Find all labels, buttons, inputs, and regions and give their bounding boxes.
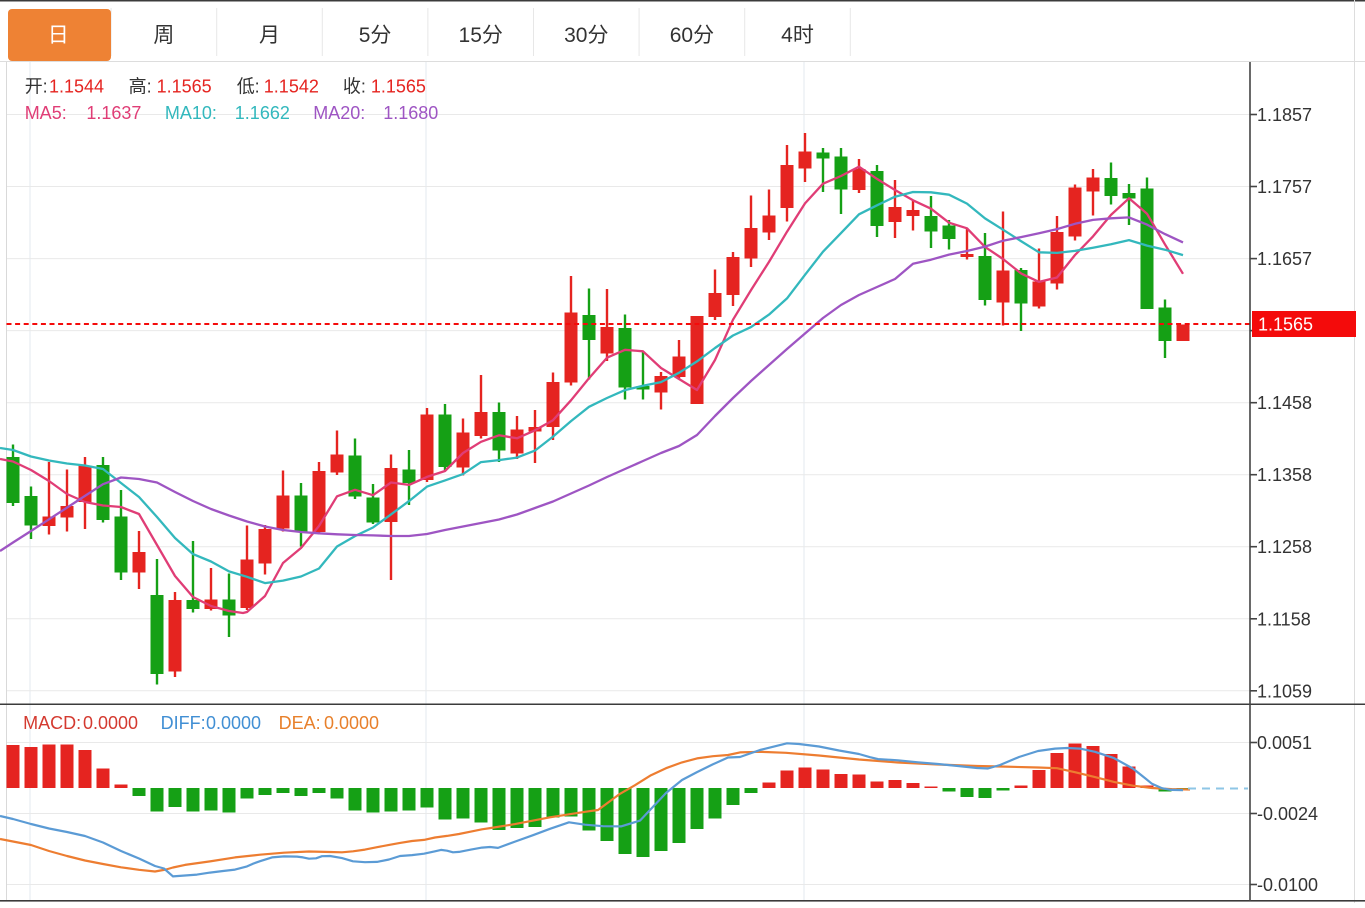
svg-text:-0.0024: -0.0024 (1257, 804, 1318, 824)
svg-text:DEA:: DEA: (279, 713, 321, 733)
svg-text:MACD:: MACD: (23, 713, 81, 733)
svg-text:1.1059: 1.1059 (1257, 681, 1312, 701)
svg-text:开:: 开: (25, 77, 48, 97)
svg-text:0.0000: 0.0000 (324, 713, 379, 733)
svg-text:4时: 4时 (781, 24, 814, 47)
svg-text:低:: 低: (237, 77, 260, 97)
svg-text:60分: 60分 (670, 24, 714, 47)
svg-text:1.1565: 1.1565 (157, 77, 212, 97)
svg-text:1.1158: 1.1158 (1257, 609, 1311, 629)
svg-text:1.1662: 1.1662 (235, 103, 290, 123)
svg-text:5分: 5分 (359, 24, 392, 47)
svg-text:1.1680: 1.1680 (383, 103, 438, 123)
svg-text:1.1857: 1.1857 (1257, 105, 1312, 125)
svg-text:1.1542: 1.1542 (264, 77, 319, 97)
svg-text:1.1358: 1.1358 (1257, 465, 1312, 485)
svg-text:1.1544: 1.1544 (49, 77, 104, 97)
svg-text:-0.0100: -0.0100 (1257, 875, 1318, 895)
svg-text:收:: 收: (343, 77, 366, 97)
svg-text:1.1258: 1.1258 (1257, 537, 1312, 557)
svg-text:1.1565: 1.1565 (371, 77, 426, 97)
svg-text:高:: 高: (129, 77, 152, 97)
svg-text:MA10:: MA10: (165, 103, 217, 123)
svg-text:15分: 15分 (459, 24, 503, 47)
svg-text:周: 周 (153, 24, 174, 47)
svg-text:日: 日 (48, 24, 69, 47)
svg-text:1.1458: 1.1458 (1257, 393, 1312, 413)
svg-text:1.1757: 1.1757 (1257, 177, 1312, 197)
svg-text:MA20:: MA20: (313, 103, 365, 123)
svg-text:DIFF:: DIFF: (161, 713, 206, 733)
svg-text:月: 月 (259, 24, 280, 47)
svg-text:1.1565: 1.1565 (1258, 315, 1313, 335)
svg-text:0.0000: 0.0000 (83, 713, 138, 733)
svg-text:1.1657: 1.1657 (1257, 249, 1312, 269)
svg-text:30分: 30分 (564, 24, 608, 47)
svg-text:0.0051: 0.0051 (1257, 733, 1312, 753)
svg-text:1.1637: 1.1637 (86, 103, 141, 123)
svg-text:0.0000: 0.0000 (206, 713, 261, 733)
svg-text:MA5:: MA5: (25, 103, 67, 123)
